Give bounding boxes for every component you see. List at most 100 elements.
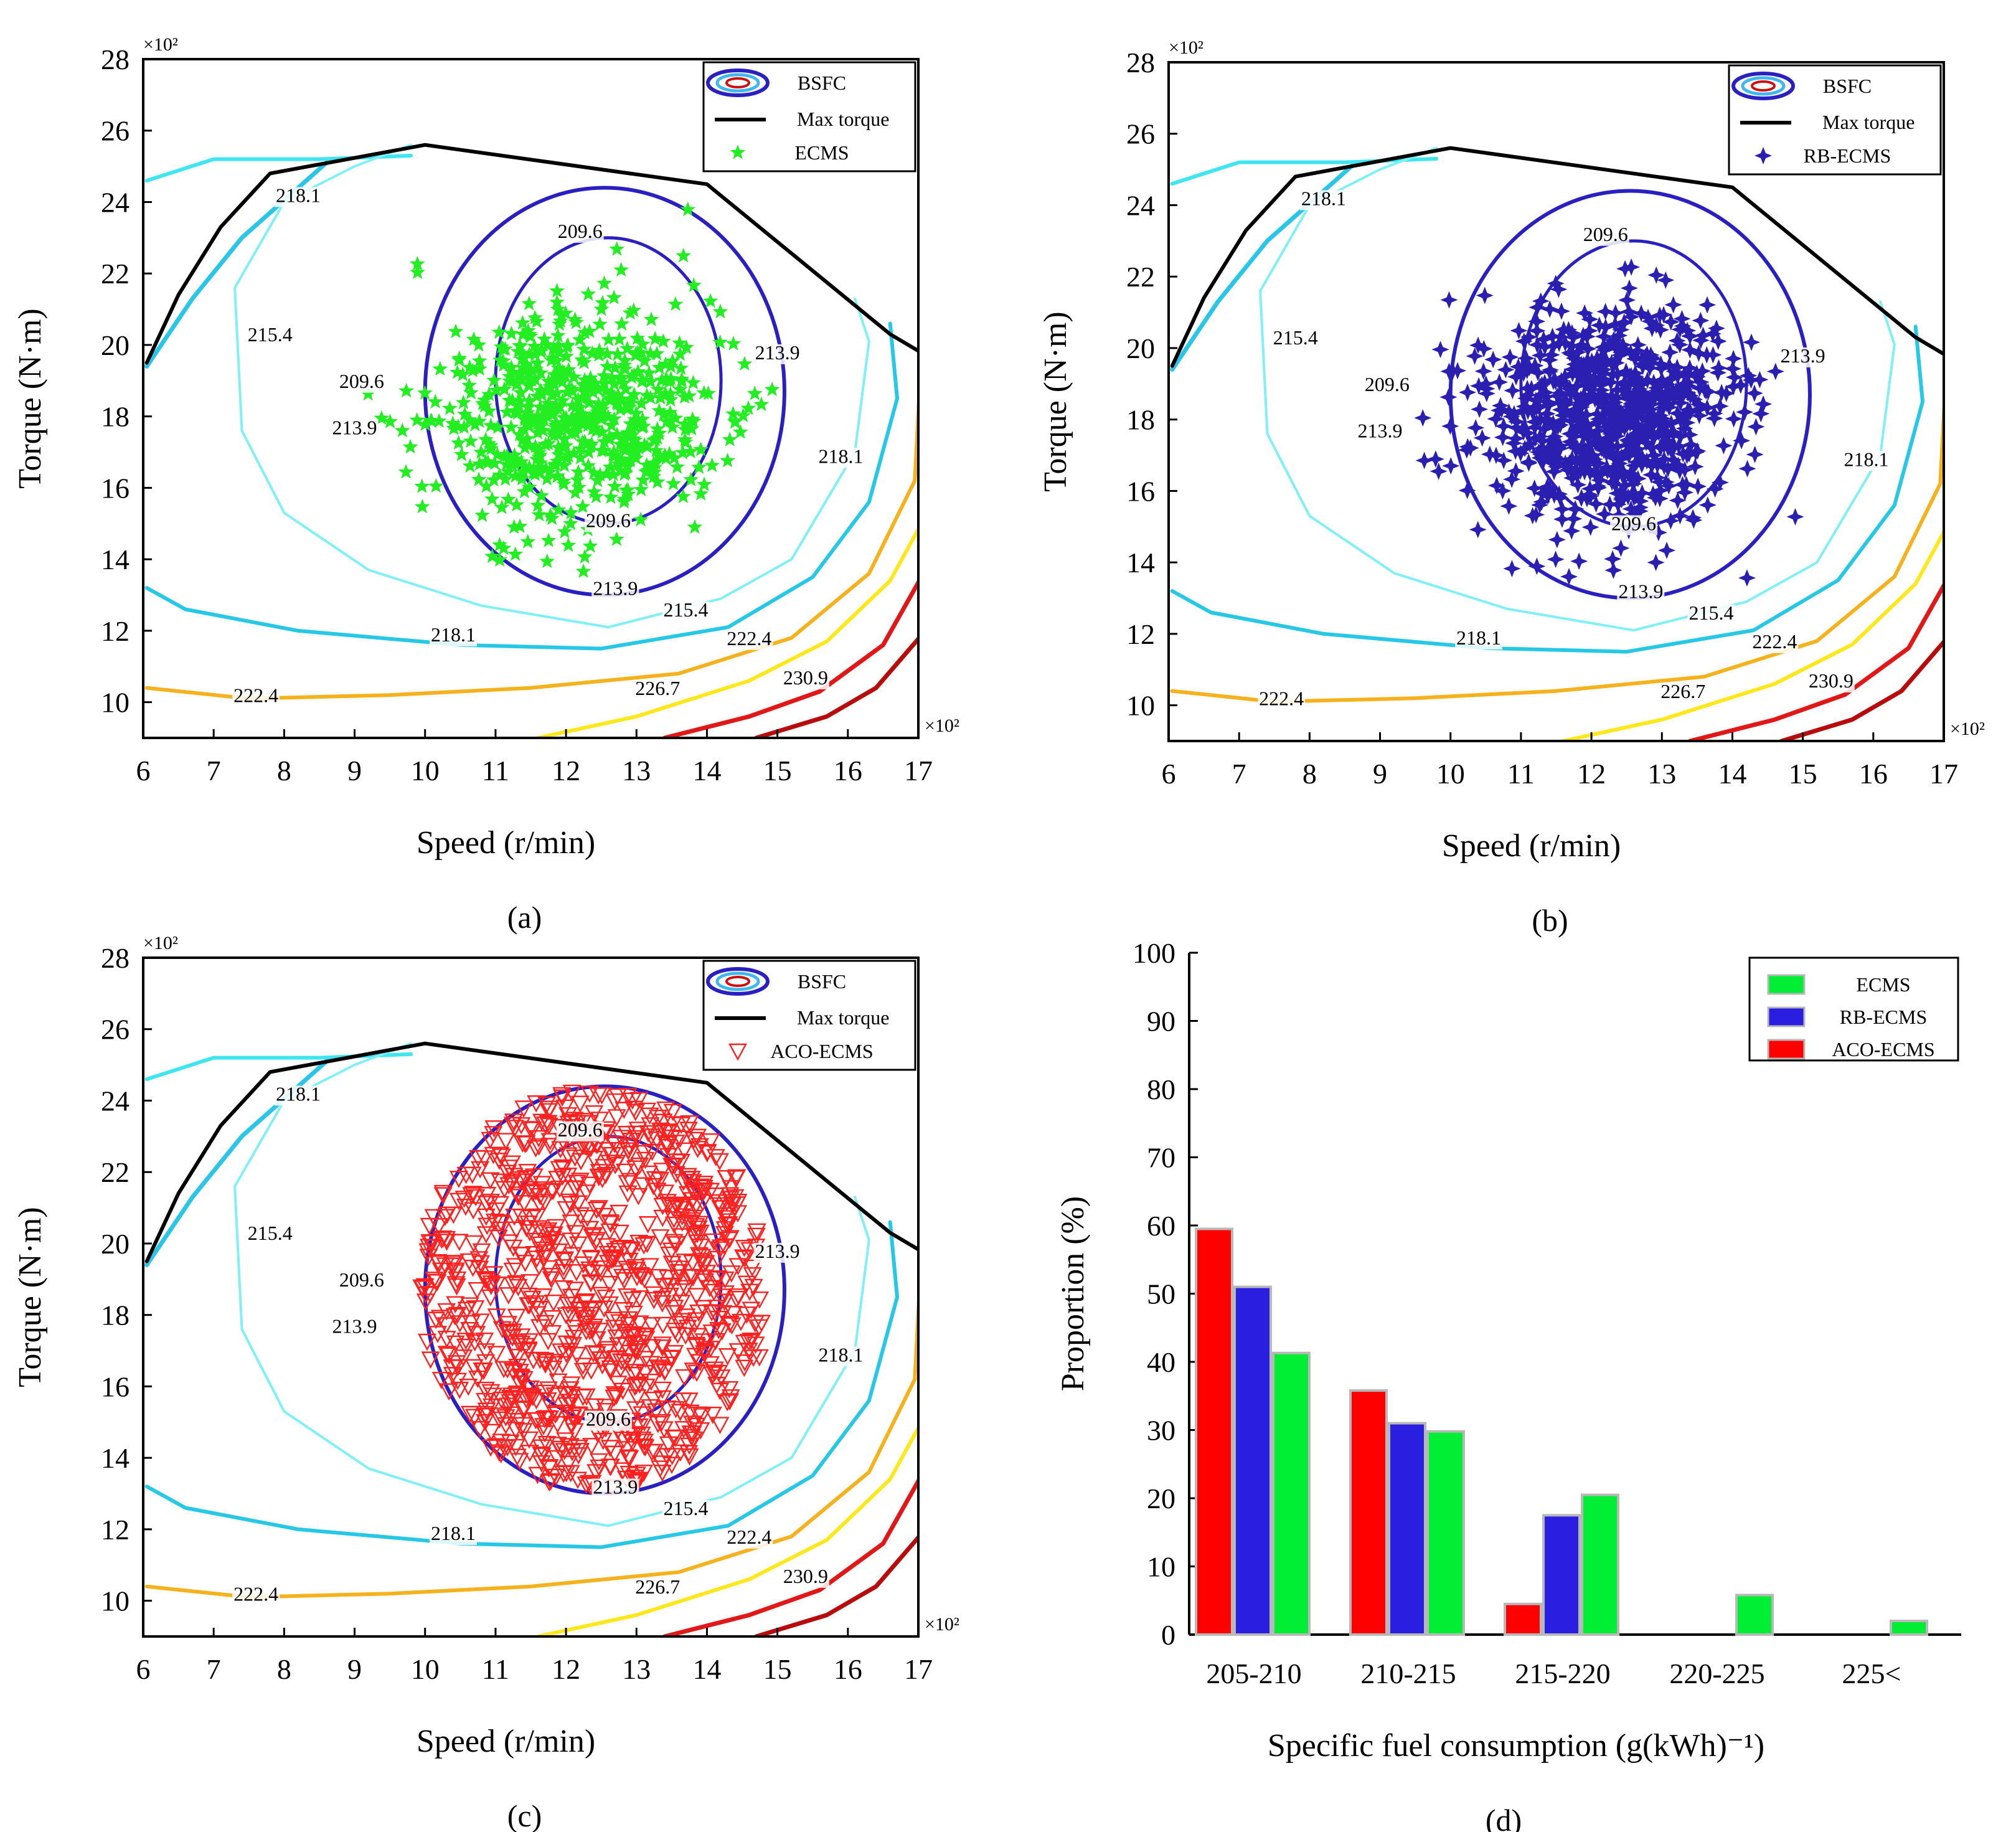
data-point — [603, 417, 619, 432]
data-point — [1522, 379, 1540, 397]
data-point — [516, 422, 532, 437]
data-point — [470, 1260, 489, 1278]
data-point — [476, 1407, 495, 1425]
data-point — [519, 356, 535, 372]
data-point — [568, 314, 584, 329]
data-point — [1595, 328, 1613, 346]
data-point — [624, 1366, 643, 1384]
data-point — [633, 1177, 652, 1195]
contour-222-4 — [144, 377, 918, 701]
data-point — [1596, 318, 1614, 336]
data-point — [478, 432, 494, 446]
data-point — [431, 1262, 451, 1280]
data-point — [609, 241, 625, 256]
data-point — [437, 1234, 456, 1251]
contour-label: 213.9 — [1781, 344, 1825, 367]
data-point — [514, 471, 530, 486]
legend-label: BSFC — [1823, 75, 1872, 97]
data-point — [648, 455, 664, 470]
data-point — [445, 415, 461, 430]
data-point — [1675, 408, 1693, 426]
data-point — [545, 1387, 565, 1405]
data-point — [1531, 346, 1549, 364]
data-point — [619, 1311, 638, 1329]
data-point — [683, 1182, 702, 1200]
data-point — [622, 453, 638, 468]
data-point — [478, 478, 494, 493]
data-point — [1625, 390, 1643, 408]
data-point — [734, 1249, 753, 1267]
data-point — [520, 437, 537, 452]
data-point — [610, 1204, 629, 1222]
data-point — [712, 303, 728, 319]
data-point — [532, 399, 548, 414]
data-point — [619, 1449, 638, 1467]
data-point — [540, 395, 557, 410]
bar-ACO-ECMS — [1504, 1602, 1542, 1636]
x-tick-label: 17 — [904, 1653, 933, 1685]
data-point — [463, 433, 479, 448]
data-point — [618, 1288, 637, 1306]
contour-label: 209.6 — [558, 220, 603, 242]
data-point — [1474, 362, 1492, 380]
data-point — [1709, 332, 1727, 350]
data-point — [589, 1200, 608, 1217]
data-point — [456, 1198, 475, 1216]
data-point — [1642, 466, 1660, 484]
data-point — [612, 451, 628, 466]
data-point — [476, 1272, 495, 1289]
data-point — [1470, 377, 1488, 395]
data-point — [457, 406, 473, 421]
data-point — [595, 396, 611, 411]
data-point — [497, 471, 514, 486]
data-point — [562, 1376, 581, 1394]
data-point — [604, 371, 620, 385]
data-point — [535, 1250, 554, 1267]
bsfc-icon — [706, 68, 770, 97]
data-point — [596, 367, 612, 383]
data-point — [650, 381, 666, 397]
data-point — [1548, 531, 1566, 549]
data-point — [1725, 410, 1743, 428]
data-point — [664, 419, 681, 434]
data-point — [594, 424, 610, 439]
data-point — [1669, 491, 1687, 509]
data-point — [456, 1166, 476, 1184]
contour-line — [1170, 324, 1924, 654]
y-axis-label: Torque (N·m) — [12, 1207, 48, 1387]
data-point — [531, 506, 547, 522]
data-point — [598, 1142, 618, 1159]
data-point — [1570, 417, 1588, 435]
data-point — [584, 436, 600, 451]
data-point — [501, 392, 517, 407]
data-point — [503, 1362, 522, 1381]
data-point — [1495, 417, 1513, 435]
data-point — [1647, 379, 1665, 397]
data-point — [1621, 465, 1639, 483]
data-point — [628, 347, 644, 362]
data-point — [1671, 336, 1689, 354]
contour-label: 213.9 — [332, 416, 377, 438]
data-point — [433, 1184, 453, 1202]
data-point — [598, 466, 615, 481]
data-point — [437, 1303, 456, 1321]
data-point — [1599, 429, 1618, 447]
data-point — [602, 1252, 621, 1270]
data-point — [649, 1268, 668, 1287]
data-point — [592, 466, 608, 482]
data-point — [539, 471, 555, 486]
data-point — [1571, 390, 1590, 408]
data-point — [1693, 362, 1712, 380]
y-tick-label: 26 — [101, 115, 130, 147]
data-point — [1590, 316, 1608, 334]
data-point — [532, 1447, 552, 1465]
data-point — [653, 1197, 672, 1216]
data-point — [1575, 386, 1593, 404]
data-point — [539, 553, 555, 569]
data-point — [1563, 337, 1581, 355]
contour-label: 230.9 — [783, 1565, 828, 1587]
data-point — [481, 386, 497, 402]
data-point — [603, 489, 619, 504]
data-point — [565, 1423, 584, 1441]
data-point — [572, 1307, 591, 1324]
